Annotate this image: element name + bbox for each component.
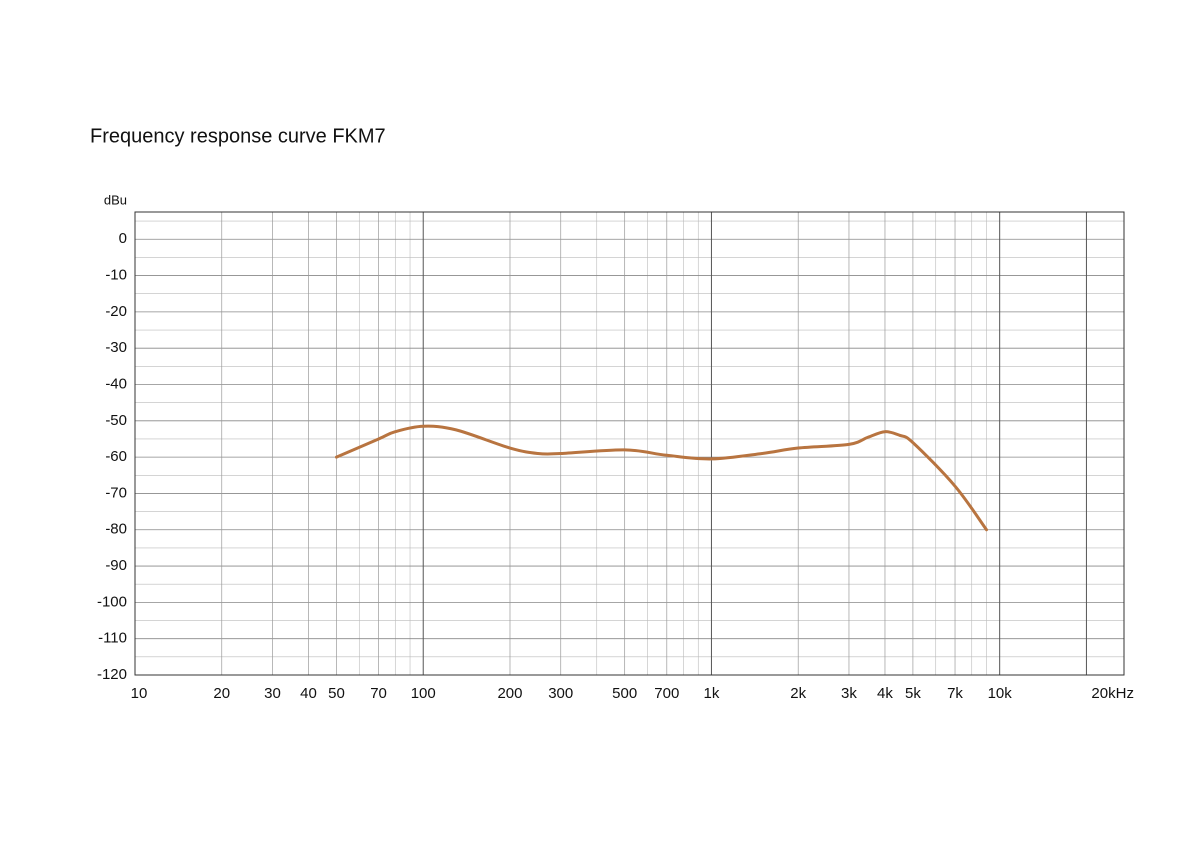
x-tick-label: 7k bbox=[947, 685, 963, 702]
x-tick-label: 500 bbox=[612, 685, 637, 702]
x-tick-label: 20 bbox=[213, 685, 230, 702]
x-tick-label: 1k bbox=[704, 685, 720, 702]
y-tick-label: -60 bbox=[105, 448, 127, 465]
y-tick-label: -30 bbox=[105, 339, 127, 356]
y-tick-label: 0 bbox=[119, 230, 127, 247]
y-tick-label: -80 bbox=[105, 521, 127, 538]
y-tick-label: -110 bbox=[98, 630, 127, 647]
x-tick-label: 20kHz bbox=[1091, 685, 1134, 702]
x-tick-label: 5k bbox=[905, 685, 921, 702]
x-tick-label: 2k bbox=[790, 685, 806, 702]
y-tick-label: -20 bbox=[105, 303, 127, 320]
y-tick-label: -40 bbox=[105, 375, 127, 392]
x-tick-label: 10k bbox=[988, 685, 1013, 702]
plot-frame bbox=[134, 211, 1125, 676]
x-tick-label: 70 bbox=[370, 685, 387, 702]
y-axis-label: dBu bbox=[104, 192, 127, 207]
chart-title: Frequency response curve FKM7 bbox=[90, 125, 386, 147]
x-tick-label: 4k bbox=[877, 685, 893, 702]
x-tick-label: 10 bbox=[131, 685, 148, 702]
y-tick-label: -120 bbox=[97, 666, 127, 683]
response-curve bbox=[334, 424, 988, 532]
x-tick-label: 3k bbox=[841, 685, 857, 702]
y-tick-label: -70 bbox=[105, 484, 127, 501]
y-tick-label: -90 bbox=[105, 557, 127, 574]
y-tick-label: -50 bbox=[105, 412, 127, 429]
x-tick-label: 50 bbox=[328, 685, 345, 702]
x-tick-label: 100 bbox=[411, 685, 436, 702]
x-tick-label: 30 bbox=[264, 685, 281, 702]
x-tick-label: 700 bbox=[654, 685, 679, 702]
y-tick-label: -100 bbox=[97, 593, 127, 610]
x-tick-label: 200 bbox=[497, 685, 522, 702]
x-tick-label: 40 bbox=[300, 685, 317, 702]
y-tick-label: -10 bbox=[105, 267, 127, 284]
x-tick-label: 300 bbox=[548, 685, 573, 702]
